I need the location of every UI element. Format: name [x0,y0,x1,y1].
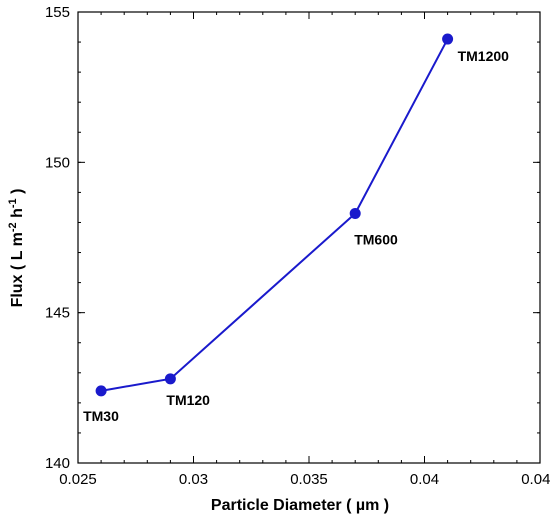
data-point [95,385,107,397]
x-tick-label: 0.04 [410,471,439,488]
y-axis-ticks: 140 145 150 155 [45,4,540,472]
data-point [442,33,454,45]
series-line [100,38,449,392]
x-tick-label: 0.035 [290,471,328,488]
y-tick-label: 150 [45,154,70,171]
plot-frame [77,11,541,464]
x-tick-label: 0.03 [179,471,208,488]
data-point-label: TM1200 [458,48,510,64]
plot-area: TM30 TM120 TM600 TM1200 [77,11,541,464]
y-tick-label: 145 [45,305,70,322]
x-tick-label: 0.045 [521,471,550,488]
data-point [349,207,361,219]
data-point [164,373,176,385]
y-axis-label-end: ) [9,189,26,199]
y-axis-label-exp1: -2 [7,222,19,232]
data-point-label: TM30 [83,408,119,424]
data-point-label: TM120 [166,392,210,408]
data-point-label: TM600 [354,231,398,247]
y-axis-label-mid: h [9,208,26,222]
x-axis-label: Particle Diameter ( µm ) [211,497,389,514]
x-tick-label: 0.025 [59,471,97,488]
y-axis-label-main: Flux ( L m [9,232,26,307]
y-axis-label: Flux ( L m-2 h-1 ) [7,189,26,308]
x-axis-ticks: 0.025 0.03 0.035 0.04 0.045 [59,12,550,488]
y-tick-label: 155 [45,4,70,21]
y-tick-label: 140 [45,455,70,472]
y-axis-label-exp2: -1 [7,198,19,208]
